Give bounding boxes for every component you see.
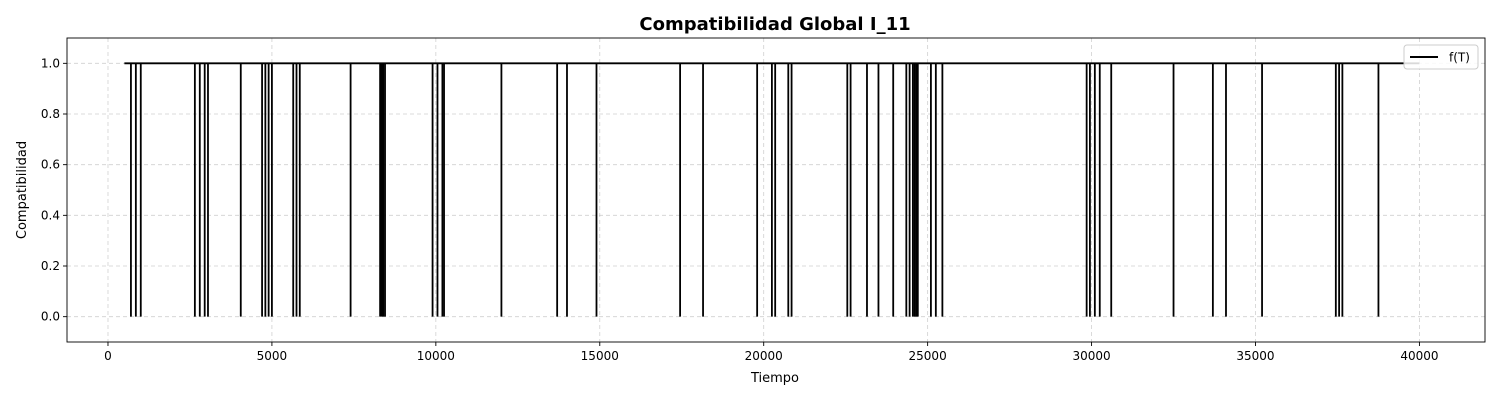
y-tick-label: 0.0 [41, 310, 60, 324]
chart-title: Compatibilidad Global I_11 [639, 14, 910, 35]
series-layer [124, 62, 1420, 317]
y-axis-label: Compatibilidad [15, 141, 30, 239]
x-tick-label: 35000 [1236, 349, 1274, 363]
y-tick-label: 0.6 [41, 158, 60, 172]
x-tick-label: 0 [104, 349, 112, 363]
x-tick-label: 20000 [745, 349, 783, 363]
plot-frame [66, 37, 1486, 343]
legend-label-f-t: f(T) [1449, 51, 1470, 65]
legend: f(T) [1403, 44, 1479, 70]
x-tick-label: 30000 [1072, 349, 1110, 363]
x-axis-ticks: 0 5000 10000 15000 20000 25000 30000 35000 40000 [104, 342, 1439, 363]
legend-box [1403, 44, 1479, 70]
x-axis-label: Tiempo [750, 371, 799, 386]
x-tick-label: 5000 [257, 349, 288, 363]
y-tick-label: 0.8 [41, 107, 60, 121]
x-tick-label: 25000 [909, 349, 947, 363]
y-tick-label: 1.0 [41, 56, 60, 70]
y-tick-label: 0.2 [41, 259, 60, 273]
x-tick-label: 10000 [417, 349, 455, 363]
x-tick-label: 40000 [1400, 349, 1438, 363]
y-tick-label: 0.4 [41, 208, 60, 222]
y-axis-ticks: 0.0 0.2 0.4 0.6 0.8 1.0 [41, 56, 67, 324]
x-tick-label: 15000 [581, 349, 619, 363]
